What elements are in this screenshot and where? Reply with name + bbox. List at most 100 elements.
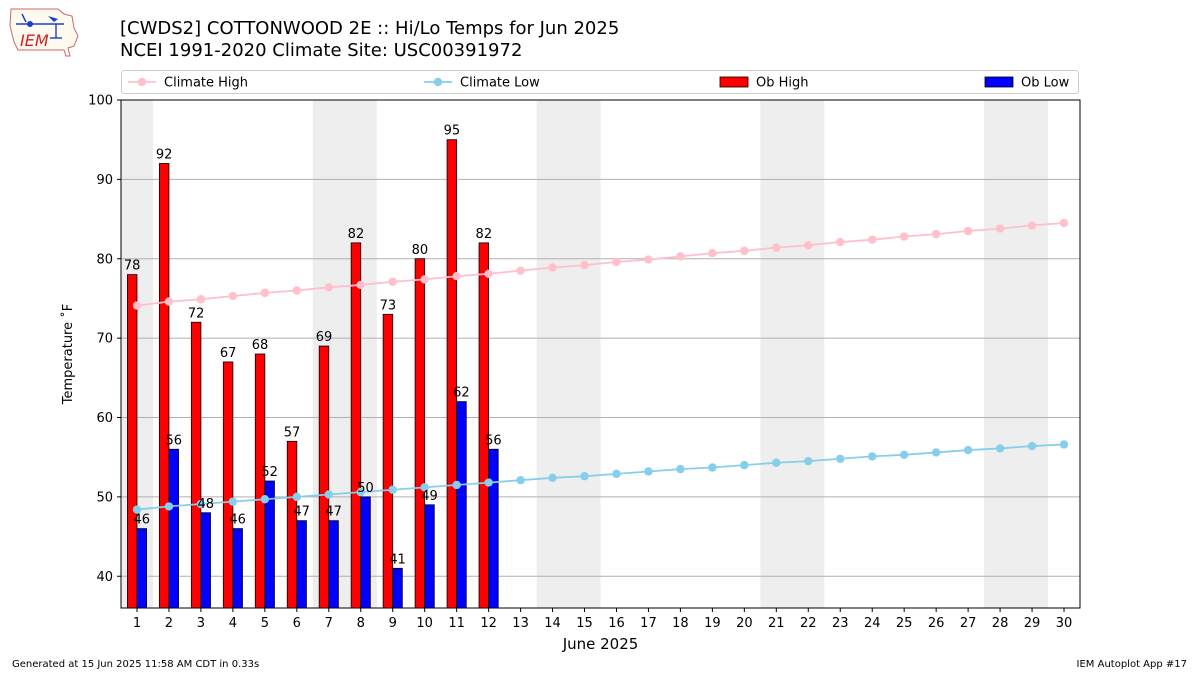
climate-high-point bbox=[324, 283, 333, 292]
chart-title: [CWDS2] COTTONWOOD 2E :: Hi/Lo Temps for… bbox=[120, 18, 619, 62]
x-tick-label: 22 bbox=[800, 616, 817, 631]
x-tick-label: 15 bbox=[576, 616, 593, 631]
x-tick-label: 1 bbox=[133, 616, 141, 631]
climate-high-point bbox=[196, 295, 206, 304]
x-tick-label: 27 bbox=[960, 616, 977, 631]
climate-high-legend-label: Climate High bbox=[164, 76, 248, 91]
climate-high-point bbox=[516, 266, 525, 275]
ob-low-label: 47 bbox=[325, 505, 342, 520]
iem-logo: IEM bbox=[9, 8, 79, 57]
climate-high-line bbox=[136, 222, 1065, 307]
ob-low-label: 50 bbox=[357, 481, 374, 496]
ob-high-label: 78 bbox=[124, 259, 141, 274]
ob-low-label: 56 bbox=[165, 433, 182, 448]
x-tick-label: 26 bbox=[928, 616, 945, 631]
ob-high-label: 67 bbox=[220, 346, 237, 361]
climate-low-point bbox=[676, 464, 685, 474]
ob-low-bar bbox=[488, 448, 499, 609]
climate-low-point bbox=[356, 487, 365, 497]
y-tick-label: 70 bbox=[96, 332, 113, 347]
climate-low-point bbox=[388, 485, 397, 494]
x-tick-label: 6 bbox=[293, 616, 301, 631]
y-tick-label: 50 bbox=[96, 490, 113, 505]
x-tick-label: 2 bbox=[165, 616, 173, 631]
climate-low-point bbox=[1059, 440, 1069, 449]
climate-high-point bbox=[740, 246, 749, 256]
climate-low-point bbox=[292, 492, 302, 502]
ob-low-label: 46 bbox=[134, 513, 151, 528]
y-tick-label: 80 bbox=[96, 252, 113, 267]
ob-high-label: 80 bbox=[412, 243, 429, 258]
x-tick-label: 18 bbox=[672, 616, 689, 631]
ob-low-legend-label: Ob Low bbox=[1021, 76, 1070, 91]
x-tick-label: 21 bbox=[768, 616, 785, 631]
x-tick-label: 17 bbox=[640, 616, 657, 631]
climate-low-legend-marker bbox=[433, 77, 443, 87]
ob-high-bar bbox=[158, 163, 170, 609]
ob-high-label: 69 bbox=[316, 330, 333, 345]
ob-low-label: 62 bbox=[453, 386, 470, 401]
legend bbox=[121, 70, 1079, 94]
climate-low-point bbox=[612, 469, 621, 479]
x-tick-label: 25 bbox=[896, 616, 913, 631]
climate-high-point bbox=[644, 255, 653, 264]
x-tick-label: 12 bbox=[480, 616, 497, 631]
climate-high-point bbox=[452, 272, 461, 281]
app-footer: IEM Autoplot App #17 bbox=[1076, 659, 1187, 670]
climate-low-point bbox=[420, 483, 429, 492]
y-tick-label: 40 bbox=[96, 570, 113, 585]
climate-high-point bbox=[931, 229, 941, 239]
x-tick-label: 28 bbox=[992, 616, 1009, 631]
climate-high-point bbox=[548, 263, 557, 272]
climate-high-point bbox=[580, 260, 589, 270]
climate-low-point bbox=[931, 448, 941, 457]
climate-low-line bbox=[136, 443, 1065, 511]
climate-high-point bbox=[1059, 218, 1069, 228]
climate-high-legend-marker bbox=[137, 77, 147, 87]
x-tick-label: 4 bbox=[229, 616, 237, 631]
climate-high-point bbox=[164, 297, 174, 306]
x-tick-label: 3 bbox=[197, 616, 205, 631]
climate-high-point bbox=[995, 224, 1005, 233]
ob-high-bar bbox=[190, 321, 202, 609]
climate-high-point bbox=[836, 237, 845, 247]
climate-low-point bbox=[452, 480, 461, 490]
weekend-shade bbox=[536, 100, 601, 608]
climate-low-point bbox=[324, 490, 333, 499]
ob-high-label: 68 bbox=[252, 338, 269, 353]
ob-low-label: 41 bbox=[389, 552, 406, 567]
x-tick-label: 9 bbox=[389, 616, 397, 631]
ob-low-bar bbox=[424, 504, 435, 609]
ob-low-bar bbox=[136, 528, 147, 609]
climate-low-point bbox=[260, 495, 270, 504]
climate-high-point bbox=[899, 232, 909, 241]
climate-low-point bbox=[868, 452, 877, 461]
ob-high-bar bbox=[446, 139, 458, 609]
climate-high-point bbox=[772, 243, 781, 252]
climate-low-point bbox=[772, 458, 781, 467]
climate-high-point bbox=[708, 248, 717, 258]
climate-low-point bbox=[995, 444, 1005, 453]
ob-high-bar bbox=[414, 258, 426, 609]
climate-low-point bbox=[708, 463, 717, 472]
ob-low-bar bbox=[168, 448, 179, 609]
y-tick-label: 90 bbox=[96, 173, 113, 188]
ob-low-bar bbox=[296, 520, 307, 609]
climate-high-point bbox=[292, 286, 302, 295]
climate-high-point bbox=[676, 252, 685, 261]
climate-low-point bbox=[804, 456, 813, 466]
x-tick-label: 10 bbox=[416, 616, 433, 631]
climate-low-point bbox=[644, 467, 653, 476]
ob-low-label: 48 bbox=[197, 497, 214, 512]
climate-high-point bbox=[228, 291, 238, 301]
x-axis-label: June 2025 bbox=[562, 635, 639, 653]
ob-high-bar bbox=[126, 274, 138, 609]
ob-high-bar bbox=[254, 353, 266, 609]
x-tick-label: 24 bbox=[864, 616, 881, 631]
climate-low-point bbox=[899, 450, 909, 460]
climate-low-point bbox=[132, 505, 142, 514]
ob-high-legend-label: Ob High bbox=[756, 76, 809, 91]
ob-high-bar bbox=[286, 440, 298, 609]
climate-low-point bbox=[963, 445, 973, 455]
